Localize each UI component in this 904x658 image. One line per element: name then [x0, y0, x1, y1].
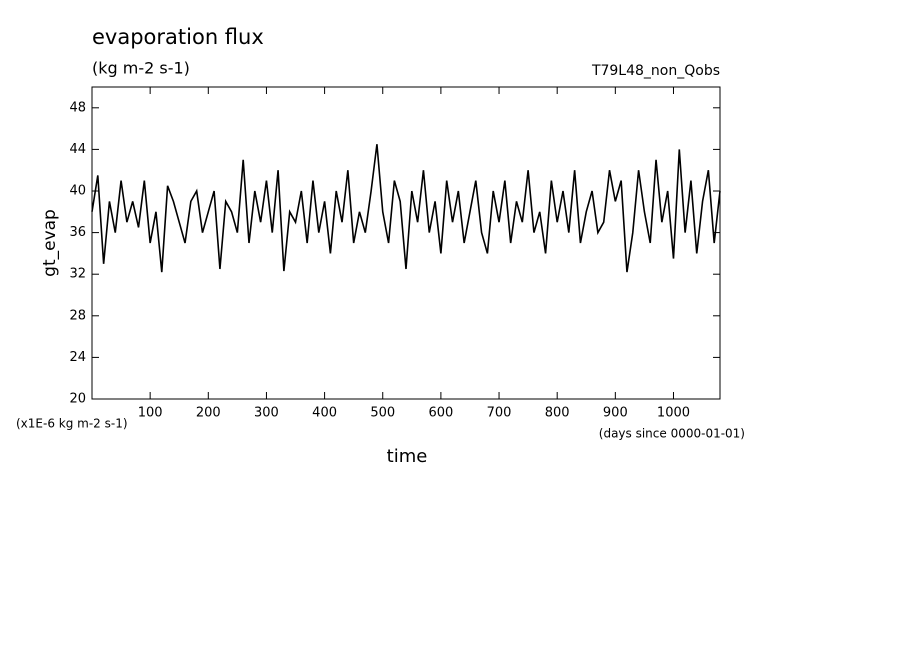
y-units: (x1E-6 kg m-2 s-1): [16, 417, 128, 431]
y-tick-label: 24: [69, 350, 86, 365]
y-tick-label: 36: [69, 225, 86, 240]
y-tick-label: 48: [69, 100, 86, 115]
y-tick-label: 44: [69, 142, 86, 157]
y-axis-label: gt_evap: [40, 209, 60, 277]
x-tick-label: 900: [603, 406, 628, 421]
y-tick-label: 32: [69, 267, 86, 282]
y-tick-label: 20: [69, 392, 86, 407]
chart-title: evaporation flux: [92, 25, 264, 49]
x-tick-label: 300: [254, 406, 279, 421]
y-tick-label: 40: [69, 184, 86, 199]
y-tick-label: 28: [69, 308, 86, 323]
plot-frame: [91, 86, 721, 400]
data-line: [91, 144, 721, 273]
x-tick-label: 400: [312, 406, 337, 421]
x-tick-label: 200: [196, 406, 221, 421]
x-tick-label: 500: [370, 406, 395, 421]
x-tick-label: 800: [545, 406, 570, 421]
x-tick-label: 600: [428, 406, 453, 421]
x-tick-label: 1000: [657, 406, 690, 421]
chart-subtitle: (kg m-2 s-1): [92, 59, 190, 78]
run-label: T79L48_non_Qobs: [591, 63, 720, 79]
x-axis-label: time: [387, 446, 428, 467]
x-units: (days since 0000-01-01): [599, 427, 745, 441]
x-tick-label: 100: [138, 406, 163, 421]
x-tick-label: 700: [487, 406, 512, 421]
